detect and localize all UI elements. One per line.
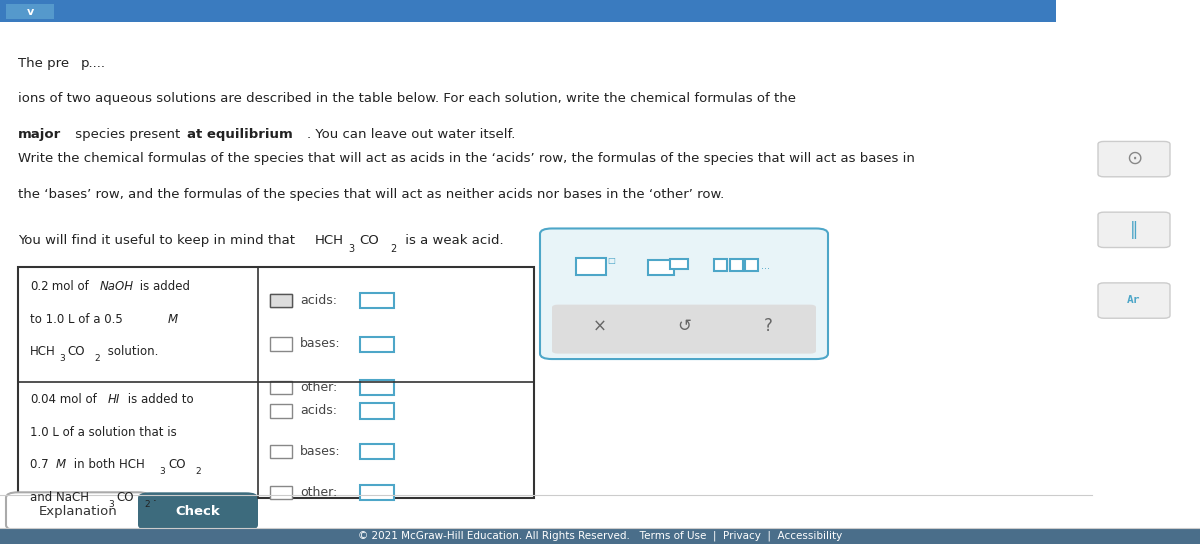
Text: ?: ? — [763, 317, 773, 336]
Text: 2: 2 — [144, 499, 150, 509]
FancyBboxPatch shape — [1098, 212, 1170, 248]
Text: HCH: HCH — [314, 234, 343, 247]
FancyBboxPatch shape — [1098, 141, 1170, 177]
Bar — [360, 380, 394, 395]
Bar — [18, 267, 534, 498]
Bar — [270, 337, 292, 351]
Text: . You can leave out water itself.: . You can leave out water itself. — [307, 128, 516, 141]
Text: 0.2: 0.2 — [30, 280, 49, 293]
Bar — [730, 259, 743, 271]
Text: HI: HI — [108, 393, 120, 406]
Text: the ‘bases’ row, and the formulas of the species that will act as neither acids : the ‘bases’ row, and the formulas of the… — [18, 188, 725, 201]
FancyBboxPatch shape — [138, 492, 258, 530]
Bar — [360, 293, 394, 308]
Text: Check: Check — [175, 505, 221, 518]
Text: HCH: HCH — [30, 345, 55, 358]
Bar — [576, 258, 606, 275]
Text: major: major — [18, 128, 61, 141]
Text: is a weak acid.: is a weak acid. — [401, 234, 504, 247]
Bar — [360, 337, 394, 352]
Text: 0.04: 0.04 — [30, 393, 56, 406]
Text: 2: 2 — [95, 354, 101, 363]
Text: other:: other: — [300, 486, 337, 498]
Text: 2: 2 — [196, 467, 202, 476]
Text: to 1.0 L of a 0.5: to 1.0 L of a 0.5 — [30, 313, 125, 326]
Text: 3: 3 — [59, 354, 65, 363]
Text: You will find it useful to keep in mind that: You will find it useful to keep in mind … — [18, 234, 299, 247]
Text: 2: 2 — [390, 244, 396, 254]
Text: ...: ... — [761, 261, 770, 271]
Bar — [648, 260, 674, 275]
FancyBboxPatch shape — [540, 228, 828, 359]
Text: ×: × — [593, 317, 607, 336]
Text: is added: is added — [136, 280, 190, 293]
Text: at equilibrium: at equilibrium — [187, 128, 293, 141]
Text: CO: CO — [359, 234, 378, 247]
Text: is added to: is added to — [124, 393, 193, 406]
Text: NaOH: NaOH — [100, 280, 133, 293]
FancyBboxPatch shape — [1098, 283, 1170, 318]
Text: ↺: ↺ — [677, 317, 691, 336]
Bar — [270, 445, 292, 458]
FancyBboxPatch shape — [552, 305, 816, 354]
Text: CO: CO — [116, 491, 134, 504]
Text: in both HCH: in both HCH — [70, 458, 144, 471]
Text: bases:: bases: — [300, 337, 341, 350]
Bar — [360, 485, 394, 500]
Text: solution.: solution. — [104, 345, 158, 358]
Text: mol of: mol of — [48, 280, 92, 293]
Text: Ar: Ar — [1127, 295, 1141, 305]
Text: CO: CO — [168, 458, 186, 471]
Text: 3: 3 — [348, 244, 354, 254]
Bar — [670, 259, 688, 269]
Text: v: v — [26, 7, 34, 17]
Text: other:: other: — [300, 381, 337, 394]
Text: acids:: acids: — [300, 404, 337, 417]
Bar — [0, 528, 1200, 544]
Text: ‖: ‖ — [1130, 220, 1138, 239]
Bar — [745, 259, 758, 271]
Text: Explanation: Explanation — [38, 505, 118, 518]
Text: 1.0 L of a solution that is: 1.0 L of a solution that is — [30, 425, 176, 438]
Text: M: M — [168, 313, 178, 326]
Text: mol of: mol of — [56, 393, 101, 406]
Text: The pre: The pre — [18, 57, 70, 70]
Bar — [360, 403, 394, 419]
Text: M: M — [55, 458, 65, 471]
Text: 3: 3 — [160, 467, 166, 476]
Text: 0.7: 0.7 — [30, 458, 50, 471]
Text: © 2021 McGraw-Hill Education. All Rights Reserved.   Terms of Use  |  Privacy  |: © 2021 McGraw-Hill Education. All Rights… — [358, 530, 842, 541]
Text: and NaCH: and NaCH — [30, 491, 89, 504]
FancyBboxPatch shape — [6, 4, 54, 19]
Text: □: □ — [607, 256, 616, 265]
Text: p....: p.... — [80, 57, 106, 70]
Text: ⊙: ⊙ — [1126, 149, 1142, 167]
Text: 3: 3 — [108, 499, 114, 509]
Text: Write the chemical formulas of the species that will act as acids in the ‘acids’: Write the chemical formulas of the speci… — [18, 152, 914, 165]
Text: species present: species present — [71, 128, 185, 141]
Bar — [360, 444, 394, 459]
Bar — [714, 259, 727, 271]
Bar — [270, 404, 292, 418]
Text: CO: CO — [67, 345, 85, 358]
FancyBboxPatch shape — [6, 492, 150, 530]
Bar — [270, 381, 292, 394]
Text: .: . — [152, 491, 156, 504]
FancyBboxPatch shape — [0, 0, 1056, 22]
Text: bases:: bases: — [300, 445, 341, 458]
Text: acids:: acids: — [300, 294, 337, 307]
Text: ions of two aqueous solutions are described in the table below. For each solutio: ions of two aqueous solutions are descri… — [18, 92, 796, 106]
Bar — [270, 486, 292, 499]
Bar — [270, 294, 292, 307]
Bar — [270, 294, 292, 307]
